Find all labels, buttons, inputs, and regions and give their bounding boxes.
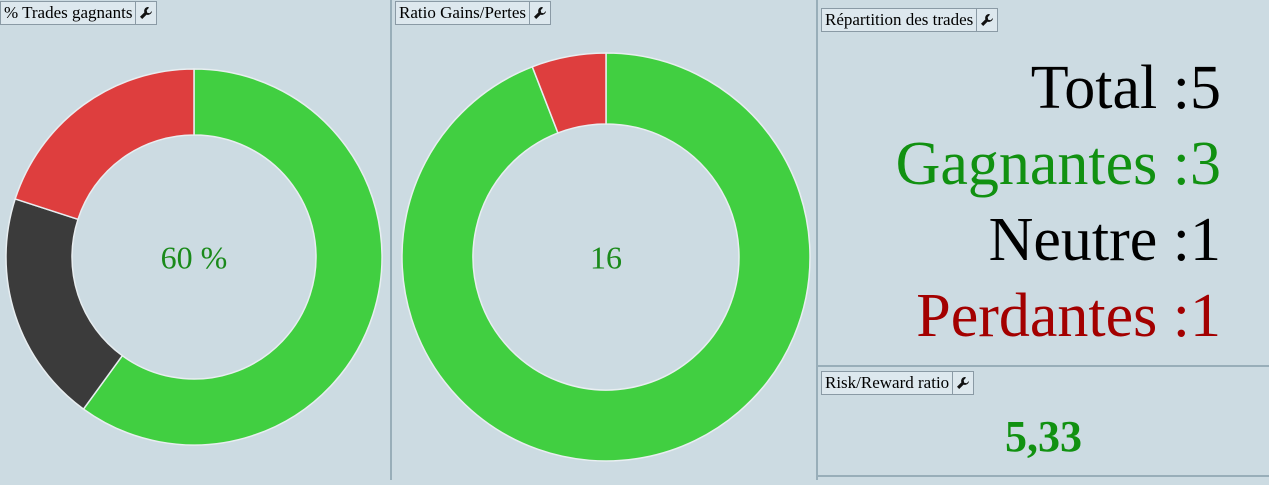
- summary-value: 1: [1190, 282, 1221, 350]
- settings-button[interactable]: [952, 372, 973, 394]
- summary-label: Neutre :: [988, 206, 1190, 274]
- summary-value: 1: [1190, 206, 1221, 274]
- donut-segment: [14, 68, 195, 221]
- panel-header: Risk/Reward ratio: [821, 371, 975, 395]
- donut-chart: 60 %: [5, 68, 383, 446]
- summary-row: Perdantes :1: [818, 278, 1269, 354]
- panel-header: Ratio Gains/Pertes: [395, 1, 552, 25]
- risk-reward-value: 5,33: [1005, 412, 1082, 461]
- panel-header: % Trades gagnants: [0, 1, 158, 25]
- panel-title: % Trades gagnants: [4, 3, 133, 22]
- summary-value: 5: [1190, 54, 1221, 122]
- donut-chart: 16: [401, 52, 811, 462]
- center-label: 60 %: [161, 239, 228, 275]
- donut-segment: [531, 52, 607, 134]
- panel-title: Risk/Reward ratio: [825, 373, 950, 392]
- summary-row: Neutre :1: [818, 202, 1269, 278]
- settings-button[interactable]: [529, 2, 550, 24]
- donut-segment: [82, 68, 383, 446]
- summary-value: 3: [1190, 130, 1221, 198]
- panel-summary: Répartition des trades Total :5 Gagnantes…: [818, 0, 1269, 367]
- panel-win-rate: % Trades gagnants 60 %: [0, 0, 392, 480]
- panel-title: Ratio Gains/Pertes: [399, 3, 527, 22]
- summary-row: Gagnantes :3: [818, 126, 1269, 202]
- donut-segment: [401, 52, 811, 462]
- panel-title: Répartition des trades: [825, 10, 974, 29]
- center-label: 16: [590, 239, 622, 275]
- summary-rows: Total :5 Gagnantes :3 Neutre :1 Perdantes :…: [818, 50, 1269, 354]
- donut-segment: [5, 197, 124, 411]
- summary-label: Gagnantes :: [895, 130, 1190, 198]
- panel-risk-reward: Risk/Reward ratio 5,33: [818, 367, 1269, 477]
- summary-row: Total :5: [818, 50, 1269, 126]
- panel-gain-loss: Ratio Gains/Pertes 16: [392, 0, 818, 480]
- summary-label: Perdantes :: [916, 282, 1190, 350]
- settings-button[interactable]: [135, 2, 156, 24]
- summary-label: Total :: [1030, 54, 1190, 122]
- panel-header: Répartition des trades: [821, 8, 999, 32]
- settings-button[interactable]: [976, 9, 997, 31]
